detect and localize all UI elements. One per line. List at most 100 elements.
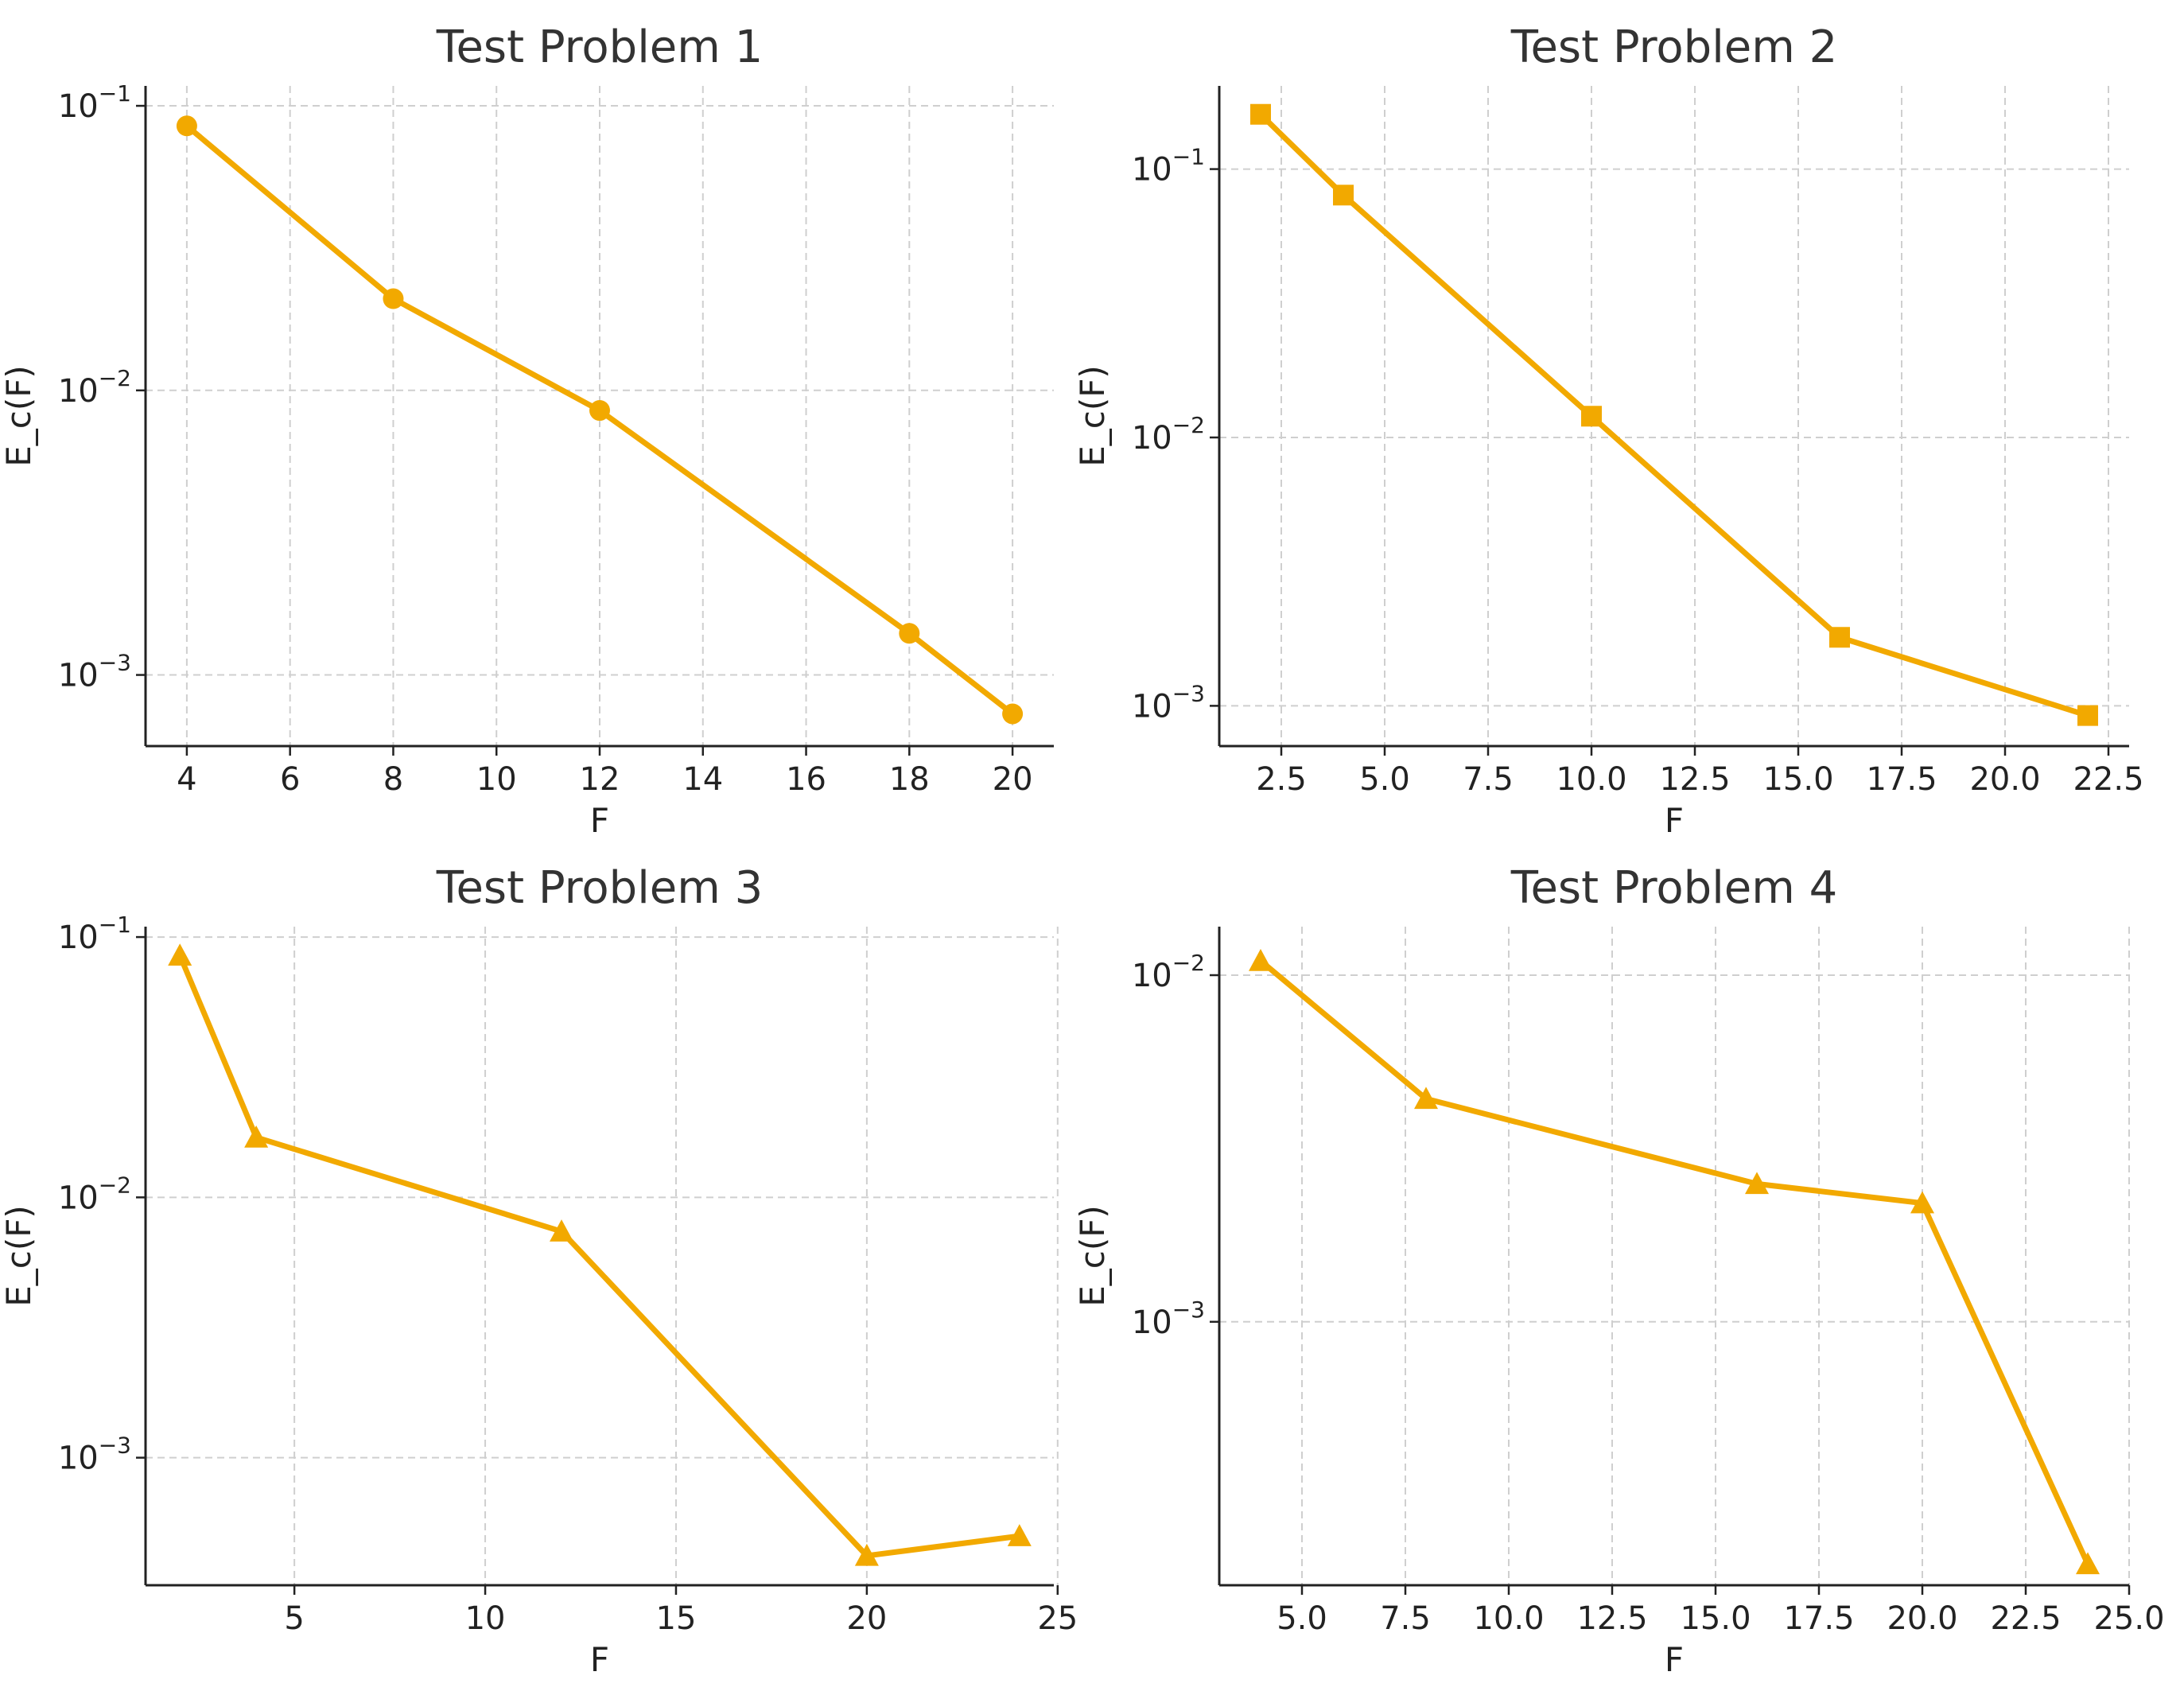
x-axis-label: F [1665,1640,1684,1679]
x-tick-label: 5.0 [1359,761,1410,798]
data-point [168,943,192,966]
x-tick-label: 12 [580,761,620,798]
x-axis-label: F [590,801,609,840]
y-tick-label: 10−3 [1132,680,1205,725]
data-point [550,1219,574,1242]
y-tick-label: 10−2 [1132,412,1205,457]
data-point [589,400,610,422]
y-tick-exponent: −1 [99,80,131,107]
y-tick-base: 10 [1132,152,1172,189]
data-point [1829,627,1850,648]
series-line [177,952,1023,1559]
chart-panel-2: 2.5 5.0 7.5 10.0 12.5 15.0 17.5 20.0 22.510−110−… [1073,21,2144,840]
data-point [854,1543,879,1566]
y-tick-label: 10−3 [1132,1297,1205,1341]
data-point [1002,703,1024,725]
y-tick-label: 10−1 [1132,144,1205,189]
y-axis-label: E_c(F) [1073,1205,1112,1307]
x-tick-label: 10 [465,1600,506,1637]
data-point [176,115,197,137]
data-point [899,623,920,644]
y-tick-exponent: −3 [99,1433,131,1459]
y-tick-exponent: −1 [99,912,131,938]
data-point [1745,1172,1769,1195]
x-tick-label: 10 [476,761,517,798]
y-tick-exponent: −1 [1172,144,1205,170]
chart-title: Test Problem 2 [1510,21,1837,73]
y-tick-base: 10 [58,373,99,410]
x-tick-label: 15 [656,1600,697,1637]
y-tick-base: 10 [58,1180,99,1216]
y-tick-label: 10−2 [58,1172,131,1216]
y-tick-base: 10 [58,88,99,125]
x-tick-label: 17.5 [1783,1600,1854,1637]
x-tick-label: 20.0 [1969,761,2040,798]
y-tick-exponent: −2 [99,1172,131,1198]
y-tick-label: 10−3 [58,1433,131,1477]
data-point [1414,1087,1438,1110]
data-point [1250,103,1271,125]
x-axis-label: F [590,1640,609,1679]
x-tick-label: 8 [383,761,403,798]
x-tick-label: 15.0 [1680,1600,1751,1637]
y-axis-label: E_c(F) [0,1205,38,1307]
y-tick-base: 10 [1132,420,1172,457]
x-tick-label: 5 [284,1600,304,1637]
y-tick-base: 10 [58,1440,99,1477]
y-tick-exponent: −2 [1172,950,1205,976]
data-point [1333,185,1354,206]
data-point [1581,406,1602,427]
y-tick-label: 10−3 [58,650,131,694]
data-point [383,288,404,309]
y-axis-label: E_c(F) [0,365,38,467]
data-point [2076,1552,2100,1575]
data-point [1007,1524,1032,1546]
y-tick-label: 10−1 [58,80,131,125]
data-point [2077,705,2098,726]
x-tick-label: 25.0 [2093,1600,2164,1637]
y-tick-exponent: −3 [1172,1297,1205,1323]
x-axis-label: F [1665,801,1684,840]
y-axis-label: E_c(F) [1073,365,1112,467]
y-tick-label: 10−1 [58,912,131,956]
y-tick-exponent: −2 [1172,412,1205,438]
x-tick-label: 10.0 [1556,761,1626,798]
series-line [1257,958,2091,1567]
x-tick-label: 7.5 [1380,1600,1431,1637]
x-tick-label: 20.0 [1887,1600,1957,1637]
data-point [244,1125,269,1148]
y-tick-base: 10 [58,658,99,694]
x-tick-label: 20 [993,761,1033,798]
chart-panel-4: 5.0 7.5 10.0 12.5 15.0 17.5 20.0 22.5 25.010−210… [1073,862,2165,1679]
x-tick-label: 12.5 [1659,761,1730,798]
x-tick-label: 6 [280,761,300,798]
grid-lines [146,927,1059,1585]
y-tick-label: 10−2 [58,365,131,410]
x-tick-label: 10.0 [1473,1600,1544,1637]
x-tick-label: 22.5 [2073,761,2143,798]
x-tick-label: 15.0 [1762,761,1833,798]
x-tick-label: 18 [889,761,930,798]
x-tick-label: 7.5 [1463,761,1514,798]
x-tick-label: 16 [786,761,826,798]
y-tick-exponent: −3 [1172,680,1205,706]
x-tick-label: 22.5 [1990,1600,2061,1637]
y-tick-exponent: −3 [99,650,131,676]
data-point [1249,948,1273,971]
y-tick-base: 10 [1132,688,1172,725]
y-tick-label: 10−2 [1132,950,1205,994]
data-point [1910,1191,1934,1214]
x-tick-label: 12.5 [1576,1600,1647,1637]
y-tick-base: 10 [1132,958,1172,994]
grid-lines [1219,86,2129,746]
x-tick-label: 2.5 [1256,761,1307,798]
x-tick-label: 20 [846,1600,887,1637]
x-tick-label: 25 [1037,1600,1078,1637]
x-tick-label: 5.0 [1277,1600,1327,1637]
chart-title: Test Problem 3 [436,862,763,914]
y-tick-base: 10 [58,919,99,956]
grid-lines [1219,927,2130,1585]
